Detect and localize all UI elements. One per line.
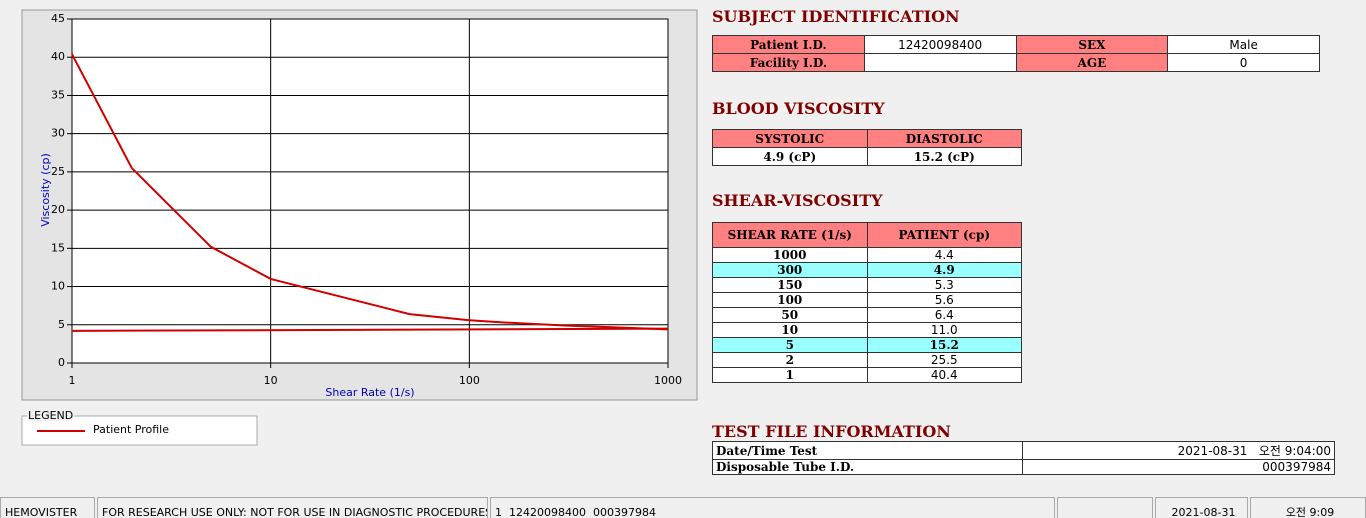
viscosity-cell: 25.5: [866, 352, 1022, 368]
y-tick-label: 10: [51, 280, 65, 293]
blood-table: SYSTOLIC DIASTOLIC 4.9 (cP) 15.2 (cP): [712, 129, 1022, 166]
subject-table: Patient I.D. 12420098400 SEX Male Facility I…: [712, 35, 1320, 72]
field-label: Disposable Tube I.D.: [712, 459, 1023, 475]
table-row: 5 15.2: [712, 337, 1022, 353]
y-tick-label: 30: [51, 127, 65, 140]
legend-title: LEGEND: [28, 409, 73, 422]
status-cell: HEMOVISTER: [0, 497, 95, 518]
y-tick-label: 0: [58, 356, 65, 369]
shear-rate-cell: 1: [712, 367, 868, 383]
field-label: SEX: [1015, 35, 1169, 54]
field-value: Male: [1167, 35, 1320, 54]
y-tick-label: 5: [58, 318, 65, 331]
field-value: 0: [1167, 53, 1320, 72]
section-title: BLOOD VISCOSITY: [712, 99, 885, 118]
table-row: Facility I.D. AGE 0: [712, 53, 1320, 72]
value-cell: 15.2 (cP): [866, 147, 1022, 166]
shear-rate-cell: 1000: [712, 247, 868, 263]
field-value: 000397984: [1022, 459, 1335, 475]
y-tick-label: 40: [51, 50, 65, 63]
legend-label: Patient Profile: [93, 423, 169, 436]
table-row: 10 11.0: [712, 322, 1022, 338]
viscosity-cell: 5.3: [866, 277, 1022, 293]
shear-rate-cell: 300: [712, 262, 868, 278]
value-cell: 4.9 (cP): [712, 147, 868, 166]
shear-rate-cell: 5: [712, 337, 868, 353]
table-row: Disposable Tube I.D. 000397984: [712, 459, 1335, 475]
y-tick-label: 45: [51, 12, 65, 25]
status-cell: [1057, 497, 1153, 518]
viscosity-cell: 40.4: [866, 367, 1022, 383]
viscosity-cell: 5.6: [866, 292, 1022, 308]
status-cell: 1 12420098400 000397984: [490, 497, 1055, 518]
table-row: 1 40.4: [712, 367, 1022, 383]
viscosity-cell: 4.4: [866, 247, 1022, 263]
status-cell: 2021-08-31: [1155, 497, 1248, 518]
table-row: 2 25.5: [712, 352, 1022, 368]
x-tick-label: 1000: [654, 374, 682, 387]
shear-rate-cell: 2: [712, 352, 868, 368]
viscosity-cell: 15.2: [866, 337, 1022, 353]
table-row: 300 4.9: [712, 262, 1022, 278]
shear-rate-cell: 100: [712, 292, 868, 308]
y-axis-label: Viscosity (cp): [39, 153, 52, 227]
table-row: SHEAR RATE (1/s) PATIENT (cp): [712, 222, 1022, 248]
table-row: Patient I.D. 12420098400 SEX Male: [712, 35, 1320, 54]
field-label: Facility I.D.: [712, 53, 865, 72]
status-cell: 오전 9:09: [1250, 497, 1366, 518]
section-title: SHEAR-VISCOSITY: [712, 191, 883, 210]
field-value: [863, 53, 1017, 72]
chart: LEGEND 0 5 10 15 20 25 30 35 40 45 1 10 100 1000 Shear…: [21, 9, 698, 446]
field-value: 12420098400: [863, 35, 1017, 54]
y-tick-label: 35: [51, 88, 65, 101]
viscosity-cell: 6.4: [866, 307, 1022, 323]
x-tick-label: 1: [69, 374, 76, 387]
field-label: Patient I.D.: [712, 35, 865, 54]
field-value: 2021-08-31 오전 9:04:00: [1022, 441, 1335, 460]
table-row: 100 5.6: [712, 292, 1022, 308]
field-label: AGE: [1015, 53, 1169, 72]
table-row: Date/Time Test 2021-08-31 오전 9:04:00: [712, 441, 1335, 460]
x-tick-label: 10: [264, 374, 278, 387]
column-header: DIASTOLIC: [866, 129, 1022, 148]
x-tick-label: 100: [459, 374, 480, 387]
viscosity-cell: 4.9: [866, 262, 1022, 278]
shear-rate-cell: 150: [712, 277, 868, 293]
shear-rate-cell: 10: [712, 322, 868, 338]
shear-rate-cell: 50: [712, 307, 868, 323]
status-cell: FOR RESEARCH USE ONLY: NOT FOR USE IN DI…: [97, 497, 488, 518]
column-header: SYSTOLIC: [712, 129, 868, 148]
table-row: 50 6.4: [712, 307, 1022, 323]
plot-area: [71, 18, 669, 364]
shear-table: SHEAR RATE (1/s) PATIENT (cp) 1000 4.4 300 4.…: [712, 222, 1022, 383]
table-row: SYSTOLIC DIASTOLIC: [712, 129, 1022, 148]
table-row: 4.9 (cP) 15.2 (cP): [712, 147, 1022, 166]
field-label: Date/Time Test: [712, 441, 1023, 460]
section-title: TEST FILE INFORMATION: [712, 422, 951, 441]
table-row: 150 5.3: [712, 277, 1022, 293]
x-axis-label: Shear Rate (1/s): [325, 386, 414, 399]
line-series: [71, 53, 669, 331]
y-tick-label: 20: [51, 203, 65, 216]
line-series: [71, 327, 669, 332]
section-title: SUBJECT IDENTIFICATION: [712, 7, 960, 26]
column-header: PATIENT (cp): [866, 222, 1022, 248]
test-file-table: Date/Time Test 2021-08-31 오전 9:04:00 Dispo…: [712, 441, 1335, 475]
table-row: 1000 4.4: [712, 247, 1022, 263]
column-header: SHEAR RATE (1/s): [712, 222, 868, 248]
y-tick-label: 15: [51, 241, 65, 254]
y-tick-label: 25: [51, 165, 65, 178]
viscosity-cell: 11.0: [866, 322, 1022, 338]
